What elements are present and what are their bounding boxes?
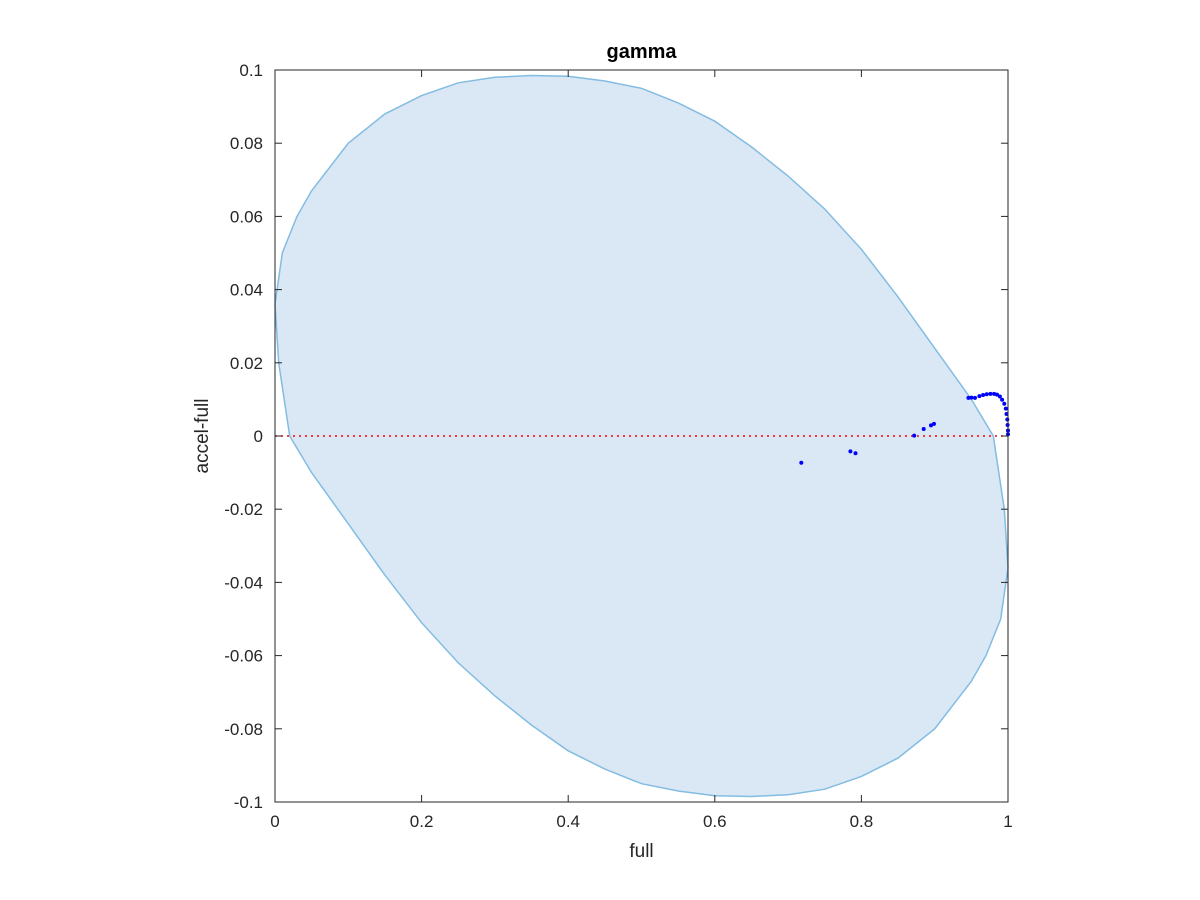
y-axis-label: accel-full [192,399,213,474]
data-point [932,421,936,426]
y-tick-label: 0.02 [230,354,263,373]
data-point [848,449,853,454]
data-point [1003,406,1008,411]
x-tick-label: 0.4 [556,812,580,831]
y-tick-label: -0.1 [234,793,263,812]
data-point [977,394,982,399]
data-point [1005,417,1010,422]
data-point [912,433,917,438]
x-tick-label: 0.6 [703,812,727,831]
y-tick-label: 0.08 [230,134,263,153]
y-tick-label: -0.08 [224,720,263,739]
scatter-points [799,391,1010,465]
data-point [984,392,989,397]
x-tick-label: 0 [270,812,279,831]
data-point [973,395,977,400]
y-tick-label: -0.04 [224,573,263,592]
y-tick-label: 0.06 [230,207,263,226]
y-tick-label: 0 [254,427,263,446]
y-tick-label: 0.1 [239,61,263,80]
data-point [995,392,999,397]
chart-title: gamma [606,41,677,63]
data-point [853,451,858,456]
data-point [997,394,1002,399]
data-point [988,391,993,396]
data-point [921,427,926,431]
data-point [799,460,804,465]
ticks: 0 0.2 0.4 0.6 0.8 1 0.1 0.08 0.06 0.04 0.02 0 -0.02 -… [224,61,1012,831]
data-point [969,395,974,400]
data-point [981,393,986,397]
data-point [1002,401,1007,406]
x-tick-label: 1 [1003,812,1012,831]
y-tick-label: -0.02 [224,500,263,519]
data-point [929,423,933,428]
x-tick-label: 0.2 [410,812,434,831]
y-tick-label: 0.04 [230,281,263,300]
data-point [966,395,971,400]
x-axis-label: full [629,841,653,862]
data-point [1000,397,1005,402]
y-tick-label: -0.06 [224,647,263,666]
x-tick-label: 0.8 [850,812,874,831]
